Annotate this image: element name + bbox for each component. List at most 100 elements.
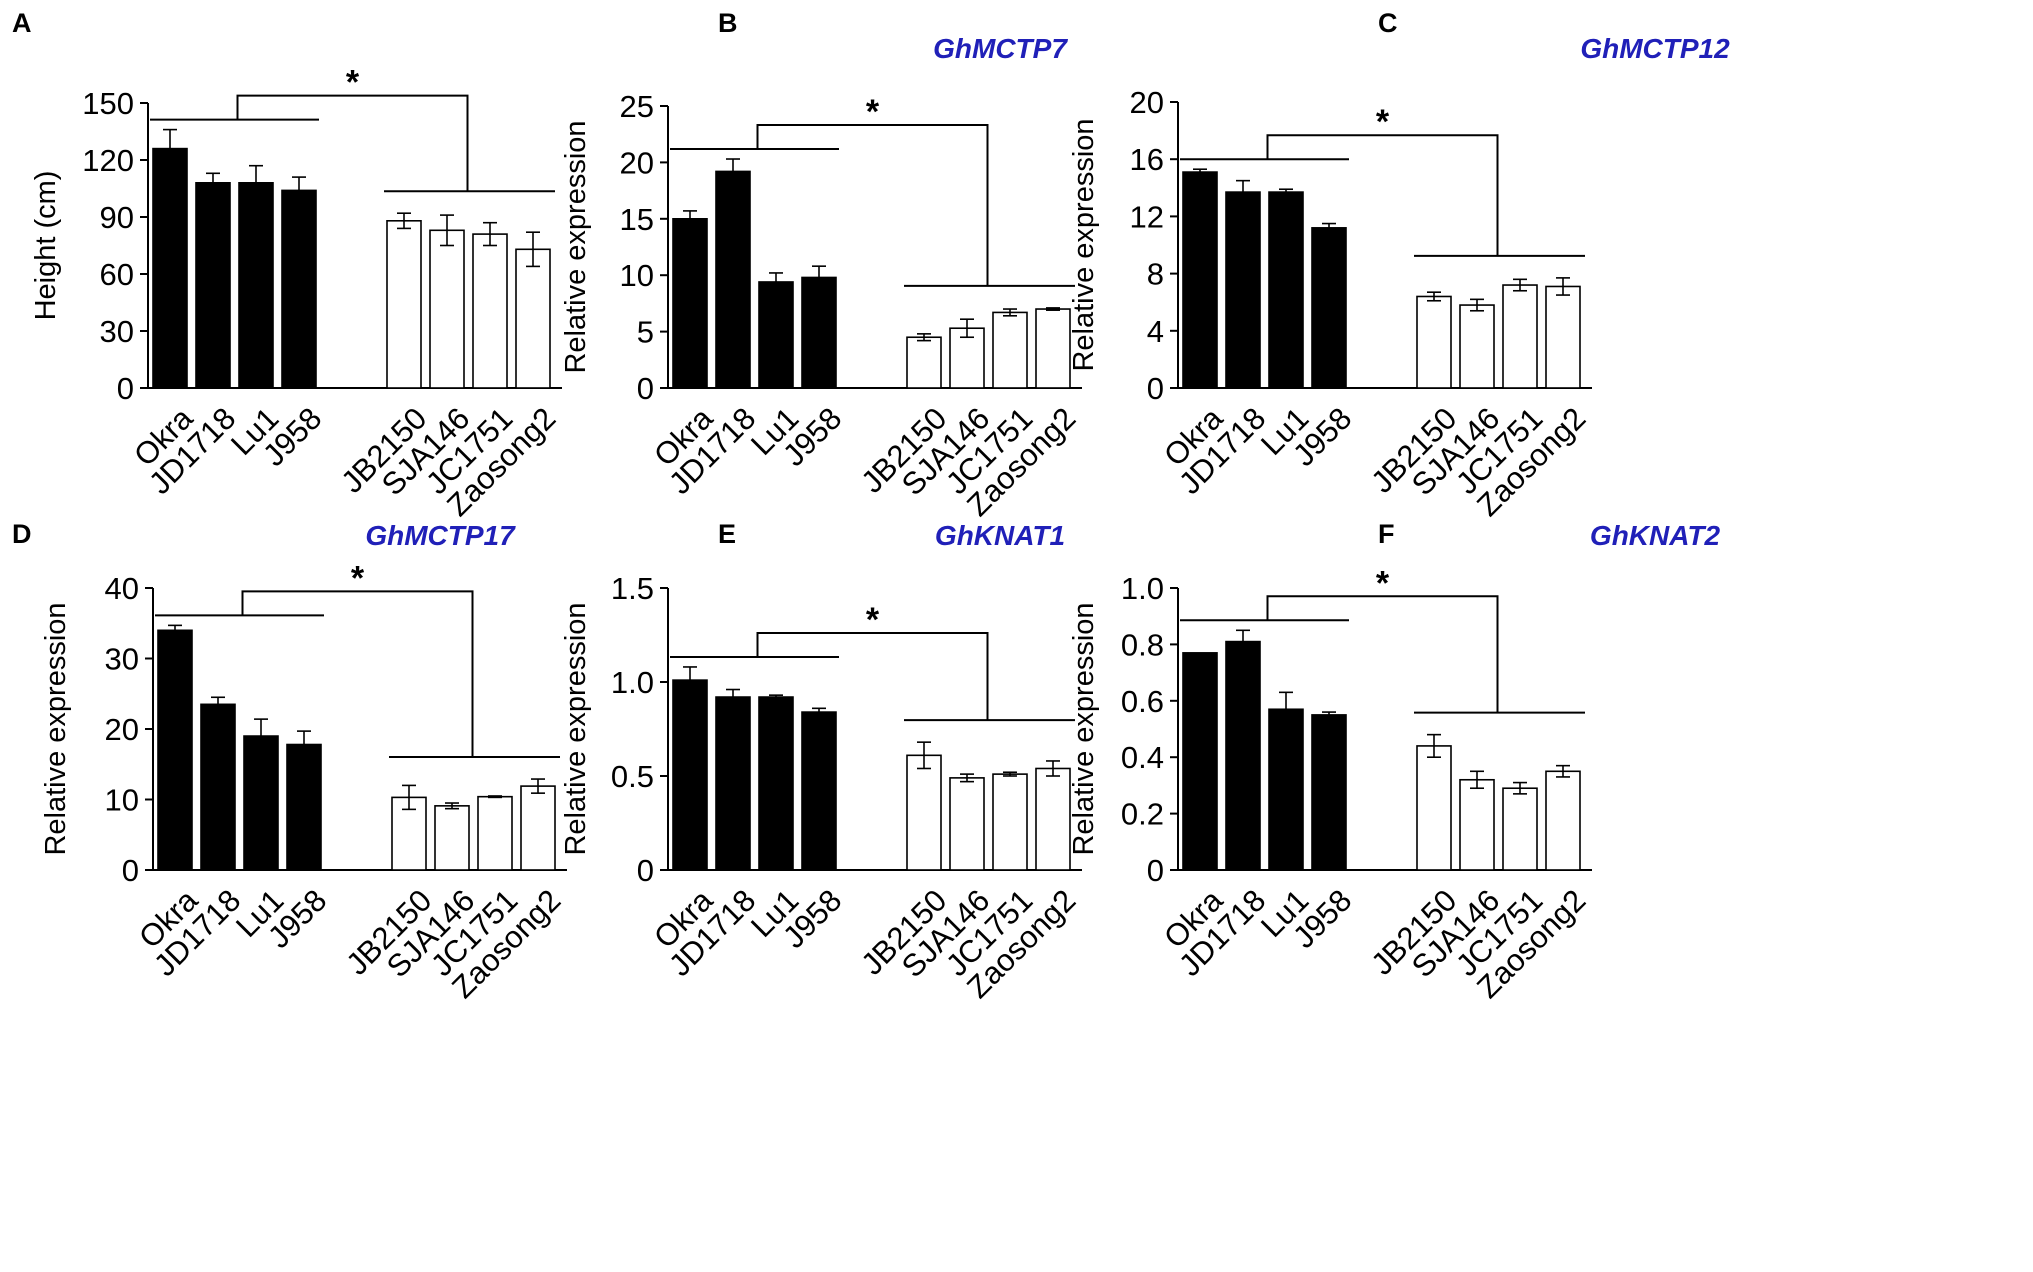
bar-jc1751 [1502,284,1538,389]
y-tick-label: 0 [637,371,654,406]
chart-title: GhMCTP7 [933,33,1068,64]
significance-bracket [1266,134,1499,256]
bar-lu1 [1268,708,1304,871]
significance-star: * [1376,564,1390,602]
bar-jb2150 [1416,745,1452,871]
y-tick-label: 20 [105,712,139,747]
panel-letter: D [12,519,32,549]
chart-title: GhMCTP12 [1580,33,1730,64]
bar-lu1 [1268,191,1304,389]
chart-title: GhKNAT2 [1590,520,1721,551]
bar-lu1 [758,281,794,389]
y-tick-label: 10 [105,783,139,818]
bar-jd1718 [200,703,236,871]
y-tick-label: 4 [1147,314,1164,349]
bar-jd1718 [715,170,751,389]
y-axis-label: Relative expression [1068,602,1100,855]
bar-j958 [281,189,317,389]
panel-letter: A [12,8,32,38]
y-tick-label: 16 [1130,142,1164,177]
significance-bracket [236,94,469,192]
bar-zaosong2 [515,248,551,389]
y-tick-label: 90 [100,200,134,235]
significance-bracket [1266,595,1499,713]
y-tick-label: 8 [1147,257,1164,292]
bar-zaosong2 [520,785,556,871]
significance-star: * [351,559,365,597]
bar-jb2150 [386,220,422,389]
bar-zaosong2 [1545,770,1581,871]
panel-letter: E [718,519,736,549]
significance-star: * [1376,103,1390,141]
bar-sja146 [949,777,985,871]
y-tick-label: 25 [620,89,654,124]
y-tick-label: 15 [620,202,654,237]
bar-sja146 [1459,304,1495,389]
bar-lu1 [243,735,279,871]
bar-okra [157,629,193,871]
significance-bracket [241,590,474,758]
y-tick-label: 40 [105,571,139,606]
bar-jc1751 [992,773,1028,871]
y-tick-label: 0.6 [1121,684,1164,719]
bar-jb2150 [906,336,942,389]
bar-jc1751 [1502,787,1538,871]
bar-okra [1182,652,1218,871]
y-tick-label: 0 [122,853,139,888]
bar-sja146 [1459,778,1495,871]
significance-star: * [346,64,360,102]
bar-okra [672,218,708,389]
y-axis-label: Relative expression [560,120,592,373]
chart-title: GhMCTP17 [365,520,516,551]
bar-jc1751 [472,233,508,389]
bar-j958 [1311,714,1347,871]
y-tick-label: 0.5 [611,759,654,794]
y-tick-label: 5 [637,315,654,350]
bar-jd1718 [715,696,751,871]
y-tick-label: 12 [1130,199,1164,234]
y-axis-label: Relative expression [1068,118,1100,371]
y-tick-label: 0.2 [1121,797,1164,832]
bar-jb2150 [906,754,942,871]
bar-jd1718 [195,182,231,389]
y-tick-label: 0 [1147,853,1164,888]
y-tick-label: 60 [100,257,134,292]
bar-lu1 [758,696,794,871]
y-tick-label: 0 [1147,371,1164,406]
bar-zaosong2 [1035,308,1071,389]
y-axis-label: Height (cm) [30,171,62,321]
bar-sja146 [429,229,465,389]
bar-lu1 [238,182,274,389]
y-tick-label: 20 [1130,85,1164,120]
bar-j958 [1311,227,1347,389]
significance-star: * [866,93,880,131]
bar-zaosong2 [1035,767,1071,871]
bar-jb2150 [1416,295,1452,389]
bar-okra [672,679,708,871]
y-tick-label: 150 [82,86,134,121]
y-tick-label: 1.0 [611,665,654,700]
y-tick-label: 0.4 [1121,740,1164,775]
bar-jd1718 [1225,191,1261,389]
significance-bracket [756,631,989,721]
y-tick-label: 1.0 [1121,571,1164,606]
significance-bracket [756,124,989,286]
y-axis-label: Relative expression [40,602,72,855]
y-tick-label: 30 [105,642,139,677]
y-tick-label: 10 [620,258,654,293]
panel-letter: C [1378,8,1398,38]
panel-letter: F [1378,519,1395,549]
bar-okra [1182,171,1218,389]
y-tick-label: 1.5 [611,571,654,606]
panel-letter: B [718,8,738,38]
y-tick-label: 0 [637,853,654,888]
chart-panel-f: F GhKNAT2 0 0.2 0.4 0.6 0.8 1.0 Relative express… [1068,519,1720,1005]
bar-j958 [801,276,837,389]
y-tick-label: 20 [620,145,654,180]
